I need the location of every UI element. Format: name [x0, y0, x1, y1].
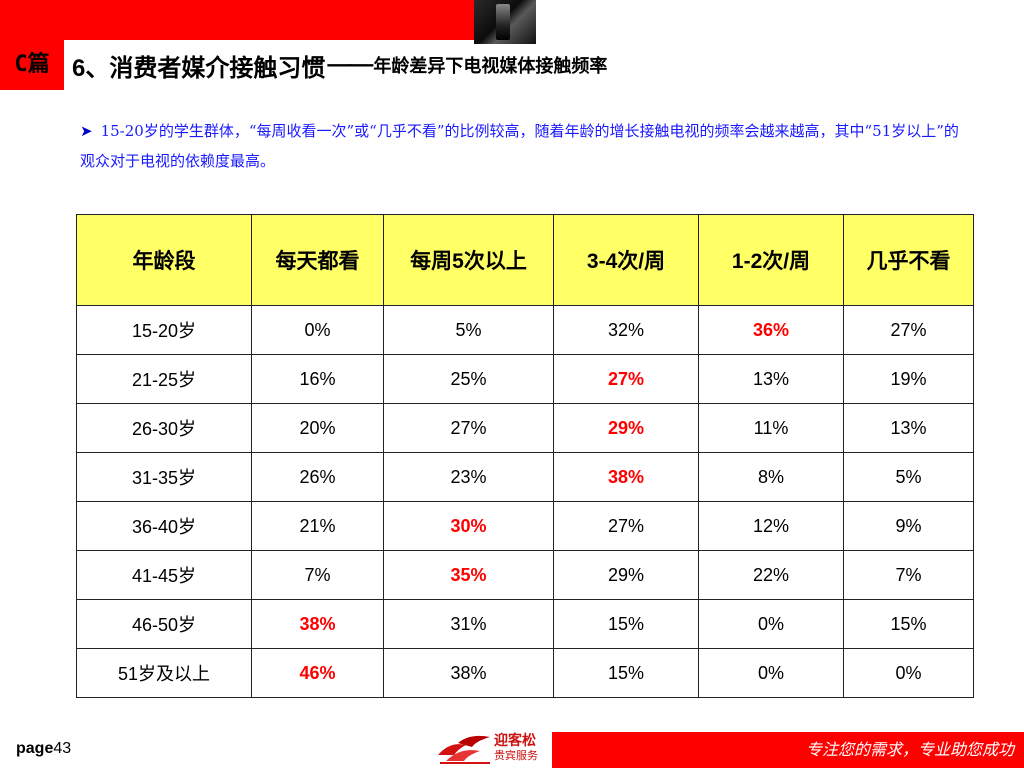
age-group-cell: 41-45岁 — [76, 550, 252, 600]
page-title: 6、消费者媒介接触习惯 —— 年龄差异下电视媒体接触频率 — [64, 40, 772, 90]
percent-cell: 23% — [383, 452, 554, 502]
page-num: 43 — [53, 740, 72, 757]
page-number: page43 — [16, 740, 71, 758]
percent-cell: 11% — [698, 403, 844, 453]
header-daily: 每天都看 — [251, 214, 384, 306]
percent-cell: 12% — [698, 501, 844, 551]
percent-cell: 15% — [843, 599, 974, 649]
pine-tree-logo-icon — [436, 731, 492, 765]
header-5plus-weekly: 每周5次以上 — [383, 214, 554, 306]
percent-cell: 27% — [553, 501, 699, 551]
percent-cell: 0% — [251, 305, 384, 355]
summary-text: 15-20岁的学生群体，“每周收看一次”或“几乎不看”的比例较高，随着年龄的增长… — [80, 122, 959, 170]
table-row: 21-25岁 16% 25% 27% 13% 19% — [76, 354, 974, 404]
header-rarely: 几乎不看 — [843, 214, 974, 306]
percent-cell: 38% — [251, 599, 384, 649]
logo-tagline: 贵宾服务 — [494, 750, 538, 762]
age-group-cell: 26-30岁 — [76, 403, 252, 453]
percent-cell: 0% — [698, 648, 844, 698]
table-row: 41-45岁 7% 35% 29% 22% 7% — [76, 550, 974, 600]
table-header-row: 年龄段 每天都看 每周5次以上 3-4次/周 1-2次/周 几乎不看 — [76, 214, 974, 306]
table-row: 36-40岁 21% 30% 27% 12% 9% — [76, 501, 974, 551]
percent-cell: 0% — [843, 648, 974, 698]
percent-cell: 15% — [553, 599, 699, 649]
percent-cell: 25% — [383, 354, 554, 404]
tv-frequency-table: 年龄段 每天都看 每周5次以上 3-4次/周 1-2次/周 几乎不看 15-20… — [76, 214, 974, 698]
table-row: 31-35岁 26% 23% 38% 8% 5% — [76, 452, 974, 502]
percent-cell: 22% — [698, 550, 844, 600]
percent-cell: 27% — [383, 403, 554, 453]
footer-slogan-bar: 专注您的需求，专业助您成功 — [552, 732, 1024, 768]
percent-cell: 19% — [843, 354, 974, 404]
percent-cell: 21% — [251, 501, 384, 551]
table-row: 46-50岁 38% 31% 15% 0% 15% — [76, 599, 974, 649]
percent-cell: 7% — [843, 550, 974, 600]
percent-cell: 16% — [251, 354, 384, 404]
section-label: C篇 — [0, 40, 64, 90]
table-row: 15-20岁 0% 5% 32% 36% 27% — [76, 305, 974, 355]
table-row: 26-30岁 20% 27% 29% 11% 13% — [76, 403, 974, 453]
percent-cell: 36% — [698, 305, 844, 355]
percent-cell: 20% — [251, 403, 384, 453]
percent-cell: 29% — [553, 550, 699, 600]
percent-cell: 15% — [553, 648, 699, 698]
logo-name: 迎客松 — [494, 732, 536, 748]
percent-cell: 7% — [251, 550, 384, 600]
age-group-cell: 36-40岁 — [76, 501, 252, 551]
table-row: 51岁及以上 46% 38% 15% 0% 0% — [76, 648, 974, 698]
header-photo — [474, 0, 536, 44]
company-logo: 迎客松 贵宾服务 — [436, 730, 552, 766]
percent-cell: 29% — [553, 403, 699, 453]
percent-cell: 35% — [383, 550, 554, 600]
percent-cell: 46% — [251, 648, 384, 698]
percent-cell: 13% — [698, 354, 844, 404]
age-group-cell: 21-25岁 — [76, 354, 252, 404]
arrow-bullet-icon: ➤ — [80, 122, 93, 140]
slogan: 专注您的需求，专业助您成功 — [805, 740, 1014, 759]
percent-cell: 0% — [698, 599, 844, 649]
header-1-2-weekly: 1-2次/周 — [698, 214, 844, 306]
percent-cell: 38% — [553, 452, 699, 502]
percent-cell: 30% — [383, 501, 554, 551]
percent-cell: 32% — [553, 305, 699, 355]
percent-cell: 9% — [843, 501, 974, 551]
age-group-cell: 31-35岁 — [76, 452, 252, 502]
percent-cell: 5% — [843, 452, 974, 502]
top-red-bar — [0, 0, 474, 40]
title-dash: —— — [327, 51, 373, 78]
percent-cell: 27% — [843, 305, 974, 355]
percent-cell: 38% — [383, 648, 554, 698]
percent-cell: 8% — [698, 452, 844, 502]
percent-cell: 31% — [383, 599, 554, 649]
age-group-cell: 46-50岁 — [76, 599, 252, 649]
percent-cell: 26% — [251, 452, 384, 502]
age-group-cell: 15-20岁 — [76, 305, 252, 355]
summary-note: ➤ 15-20岁的学生群体，“每周收看一次”或“几乎不看”的比例较高，随着年龄的增… — [80, 116, 960, 176]
age-group-cell: 51岁及以上 — [76, 648, 252, 698]
percent-cell: 27% — [553, 354, 699, 404]
header-3-4-weekly: 3-4次/周 — [553, 214, 699, 306]
page-label: page — [16, 740, 54, 757]
header-age-group: 年龄段 — [76, 214, 252, 306]
percent-cell: 13% — [843, 403, 974, 453]
percent-cell: 5% — [383, 305, 554, 355]
title-main: 6、消费者媒介接触习惯 — [72, 54, 326, 82]
title-subtitle: 年龄差异下电视媒体接触频率 — [373, 56, 608, 76]
